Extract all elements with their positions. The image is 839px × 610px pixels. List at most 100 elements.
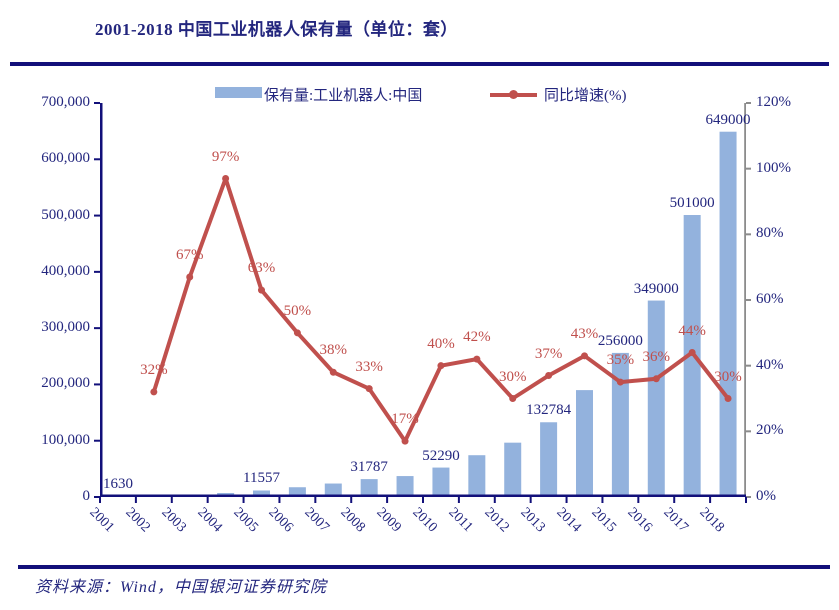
right-axis-tick — [746, 364, 751, 367]
x-axis-tick — [637, 497, 640, 503]
left-axis-tick — [94, 214, 100, 217]
right-axis-line — [744, 103, 746, 497]
bar-2008 — [360, 479, 378, 497]
line-point-2017 — [688, 349, 696, 357]
left-axis-tick — [94, 496, 100, 498]
line-label-2018: 30% — [714, 368, 742, 385]
line-point-2015 — [616, 378, 624, 386]
line-point-2016 — [652, 375, 660, 383]
x-axis-tick — [529, 497, 532, 503]
bar-2015 — [611, 352, 629, 497]
x-axis-tick — [278, 497, 281, 503]
right-axis-label: 0% — [756, 488, 776, 504]
x-axis-tick — [134, 497, 137, 503]
x-label-2011: 2011 — [445, 505, 476, 536]
left-axis-label: 100,000 — [41, 431, 90, 448]
x-label-2009: 2009 — [373, 505, 404, 536]
right-axis-label: 60% — [756, 291, 784, 307]
bar-2011 — [468, 455, 486, 497]
legend-bar-label: 保有量:工业机器人:中国 — [264, 88, 423, 104]
legend-line-marker-dot — [509, 90, 518, 99]
line-label-2012: 30% — [498, 368, 527, 385]
x-axis-tick — [709, 497, 712, 503]
line-point-2005 — [258, 286, 265, 294]
bar-label-2013: 132784 — [526, 402, 572, 419]
bar-2010 — [432, 467, 450, 497]
line-label-2010: 40% — [427, 335, 455, 352]
x-label-2001: 2001 — [86, 505, 117, 536]
x-label-2017: 2017 — [660, 505, 691, 536]
line-point-2011 — [473, 355, 481, 363]
x-label-2013: 2013 — [517, 505, 548, 536]
x-axis-tick — [565, 497, 568, 503]
legend-line-label: 同比增速(%) — [544, 88, 627, 104]
left-axis-line — [100, 103, 103, 497]
right-axis-label: 20% — [756, 422, 784, 439]
source-note: 资料来源：Wind，中国银河证券研究院 — [35, 579, 327, 596]
left-axis-label: 500,000 — [41, 206, 90, 223]
bar-label-2017: 501000 — [669, 195, 715, 211]
right-axis-label: 120% — [756, 94, 791, 110]
bar-label-2010: 52290 — [422, 447, 460, 464]
x-axis-tick — [493, 497, 496, 503]
bar-2006 — [288, 487, 306, 497]
x-axis-tick — [422, 497, 424, 503]
line-label-2006: 50% — [283, 302, 312, 319]
line-point-2013 — [545, 372, 553, 380]
x-label-2008: 2008 — [337, 505, 368, 536]
right-axis-tick — [746, 167, 751, 170]
x-label-2006: 2006 — [265, 505, 297, 536]
left-axis-label: 600,000 — [41, 150, 90, 167]
line-point-2007 — [329, 368, 337, 376]
plot-area: 0 100,000 200,000 300,000 400,000 500,000 600,… — [41, 94, 791, 535]
x-label-2016: 2016 — [624, 505, 656, 536]
right-axis-label: 40% — [756, 356, 784, 373]
bar-label-2008: 31787 — [350, 459, 388, 476]
left-axis-tick — [94, 439, 100, 442]
bar-2016 — [647, 300, 665, 497]
bar-label-2016: 349000 — [633, 280, 679, 297]
line-label-2005: 63% — [247, 260, 276, 277]
left-axis-tick — [94, 102, 100, 104]
line-point-2010 — [437, 362, 445, 370]
line-label-2011: 42% — [463, 329, 491, 346]
bar-2018 — [719, 131, 737, 497]
bar-2012 — [504, 442, 522, 497]
x-label-2004: 2004 — [194, 505, 225, 536]
left-axis-label: 700,000 — [41, 94, 90, 110]
line-point-2008 — [365, 385, 373, 393]
right-axis-tick — [746, 233, 751, 236]
left-axis-tick — [94, 383, 100, 386]
x-axis-tick — [206, 497, 209, 503]
line-label-2004: 97% — [211, 148, 240, 165]
bar-label-2018: 649000 — [705, 111, 751, 128]
x-axis-tick — [242, 497, 245, 503]
line-point-2009 — [401, 437, 409, 445]
bottom-divider — [18, 565, 830, 569]
x-label-2010: 2010 — [409, 505, 440, 536]
line-point-2006 — [293, 329, 301, 337]
line-point-2003 — [186, 273, 194, 281]
x-label-2015: 2015 — [588, 505, 620, 536]
line-label-2013: 37% — [534, 345, 563, 362]
left-axis-tick — [94, 270, 100, 273]
right-axis-label: 100% — [756, 159, 791, 176]
bar-label-2015: 256000 — [597, 332, 643, 349]
left-axis-tick — [94, 158, 100, 161]
x-axis-tick — [745, 497, 747, 503]
x-label-2018: 2018 — [696, 505, 727, 536]
line-label-2003: 67% — [175, 247, 204, 264]
x-axis-tick — [350, 497, 353, 503]
line-label-2008: 33% — [355, 358, 383, 375]
bar-label-2005: 11557 — [243, 470, 280, 487]
x-label-2003: 2003 — [158, 505, 189, 536]
line-label-2007: 38% — [319, 342, 348, 359]
left-axis-label: 300,000 — [41, 319, 90, 336]
line-point-2002 — [150, 388, 158, 396]
top-divider — [10, 62, 829, 66]
x-axis-tick — [601, 497, 604, 503]
bottom-axis-line — [100, 494, 746, 497]
x-axis-tick — [386, 497, 389, 503]
bar-2009 — [396, 476, 414, 497]
